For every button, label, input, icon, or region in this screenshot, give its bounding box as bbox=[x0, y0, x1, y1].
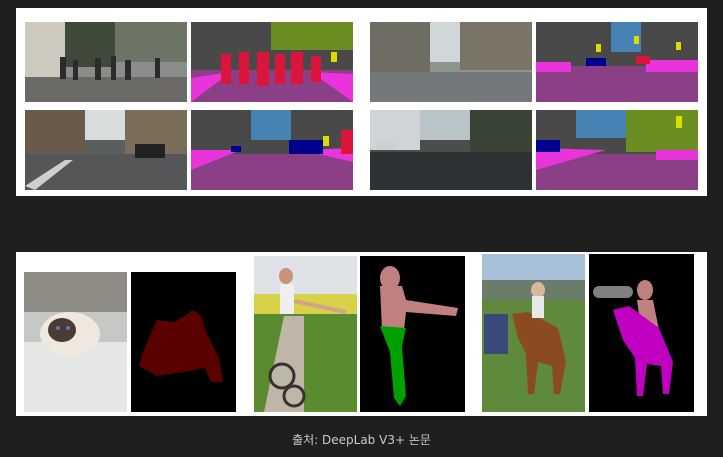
street-photo-2 bbox=[370, 22, 532, 102]
pascal-voc-figure bbox=[16, 252, 707, 416]
street-segmentation-2 bbox=[536, 22, 698, 102]
street-photo-1 bbox=[25, 22, 187, 102]
figure-caption: 출처: DeepLab V3+ 논문 bbox=[292, 433, 431, 447]
cat-segmentation bbox=[131, 272, 236, 412]
street-segmentation-3 bbox=[191, 110, 353, 190]
street-segmentation-1 bbox=[191, 22, 353, 102]
cityscapes-figure bbox=[16, 8, 707, 196]
cyclist-segmentation bbox=[360, 256, 465, 412]
street-photo-3 bbox=[25, 110, 187, 190]
street-segmentation-4 bbox=[536, 110, 698, 190]
cyclist-photo bbox=[254, 256, 357, 412]
cat-photo bbox=[24, 272, 127, 412]
horse-photo bbox=[482, 254, 585, 412]
street-photo-4 bbox=[370, 110, 532, 190]
horse-segmentation bbox=[589, 254, 694, 412]
